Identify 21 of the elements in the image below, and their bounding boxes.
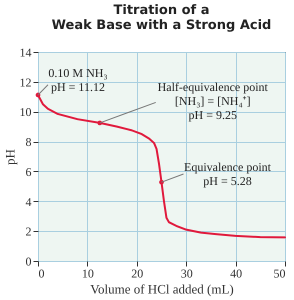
line-series <box>37 94 286 238</box>
y-tick-label: 14 <box>20 46 32 60</box>
y-axis-title: pH <box>2 149 18 165</box>
x-tick-label: 40 <box>230 266 242 280</box>
x-tick-label: 30 <box>180 266 193 280</box>
annotation: Equivalence point pH = 5.28 <box>184 160 272 188</box>
y-tick-label: 2 <box>26 224 32 239</box>
x-tick-label: 20 <box>131 266 144 280</box>
y-tick-label: 8 <box>26 135 32 150</box>
x-axis-title: Volume of HCl added (mL) <box>90 282 234 296</box>
y-tick-label: 0 <box>26 254 32 268</box>
y-tick-label: 6 <box>26 164 32 179</box>
x-tick-label: 0 <box>38 266 44 280</box>
y-tick-label: 12 <box>20 75 32 90</box>
y-tick-label: 4 <box>26 194 32 209</box>
annotation: Half-equivalence point [NH₃] = [NH₄⁺] pH = 9.25 <box>158 80 269 122</box>
x-tick-label: 50 <box>274 266 286 280</box>
chart-title: Titration of a Weak Base with a Strong Acid <box>52 3 272 33</box>
x-tick-label: 10 <box>82 266 94 280</box>
y-tick-label: 10 <box>20 105 32 120</box>
annotation: 0.10 M NH₃ pH = 11.12 <box>48 66 108 94</box>
